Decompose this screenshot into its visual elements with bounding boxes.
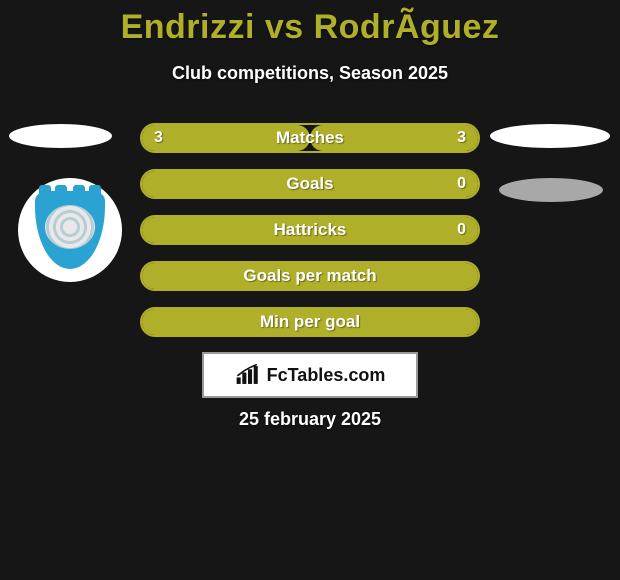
stat-row: Matches3 3 bbox=[140, 123, 480, 153]
bars-icon bbox=[235, 364, 261, 386]
stat-label: Hattricks bbox=[142, 217, 478, 243]
player-left-oval bbox=[9, 124, 112, 148]
stat-value-right: 0 bbox=[457, 171, 466, 197]
stat-row: Min per goal bbox=[140, 307, 480, 337]
stat-label: Min per goal bbox=[142, 309, 478, 335]
stat-label: Goals bbox=[142, 171, 478, 197]
stat-value-right: 0 bbox=[457, 217, 466, 243]
stat-label: Matches bbox=[142, 125, 478, 151]
stat-row: Goals per match bbox=[140, 261, 480, 291]
player-right-oval-2 bbox=[499, 178, 603, 202]
stat-value-left: 3 bbox=[154, 125, 163, 151]
page-title: Endrizzi vs RodrÃ­guez bbox=[0, 0, 620, 47]
stat-row: Goals0 bbox=[140, 169, 480, 199]
player-right-oval bbox=[490, 124, 610, 148]
brand-text: FcTables.com bbox=[267, 365, 386, 386]
stat-value-right: 3 bbox=[457, 125, 466, 151]
stat-label: Goals per match bbox=[142, 263, 478, 289]
subtitle: Club competitions, Season 2025 bbox=[0, 63, 620, 84]
shield-icon bbox=[35, 191, 105, 269]
club-badge bbox=[18, 178, 122, 282]
date-label: 25 february 2025 bbox=[0, 409, 620, 430]
stat-row: Hattricks0 bbox=[140, 215, 480, 245]
brand-badge: FcTables.com bbox=[202, 352, 418, 398]
